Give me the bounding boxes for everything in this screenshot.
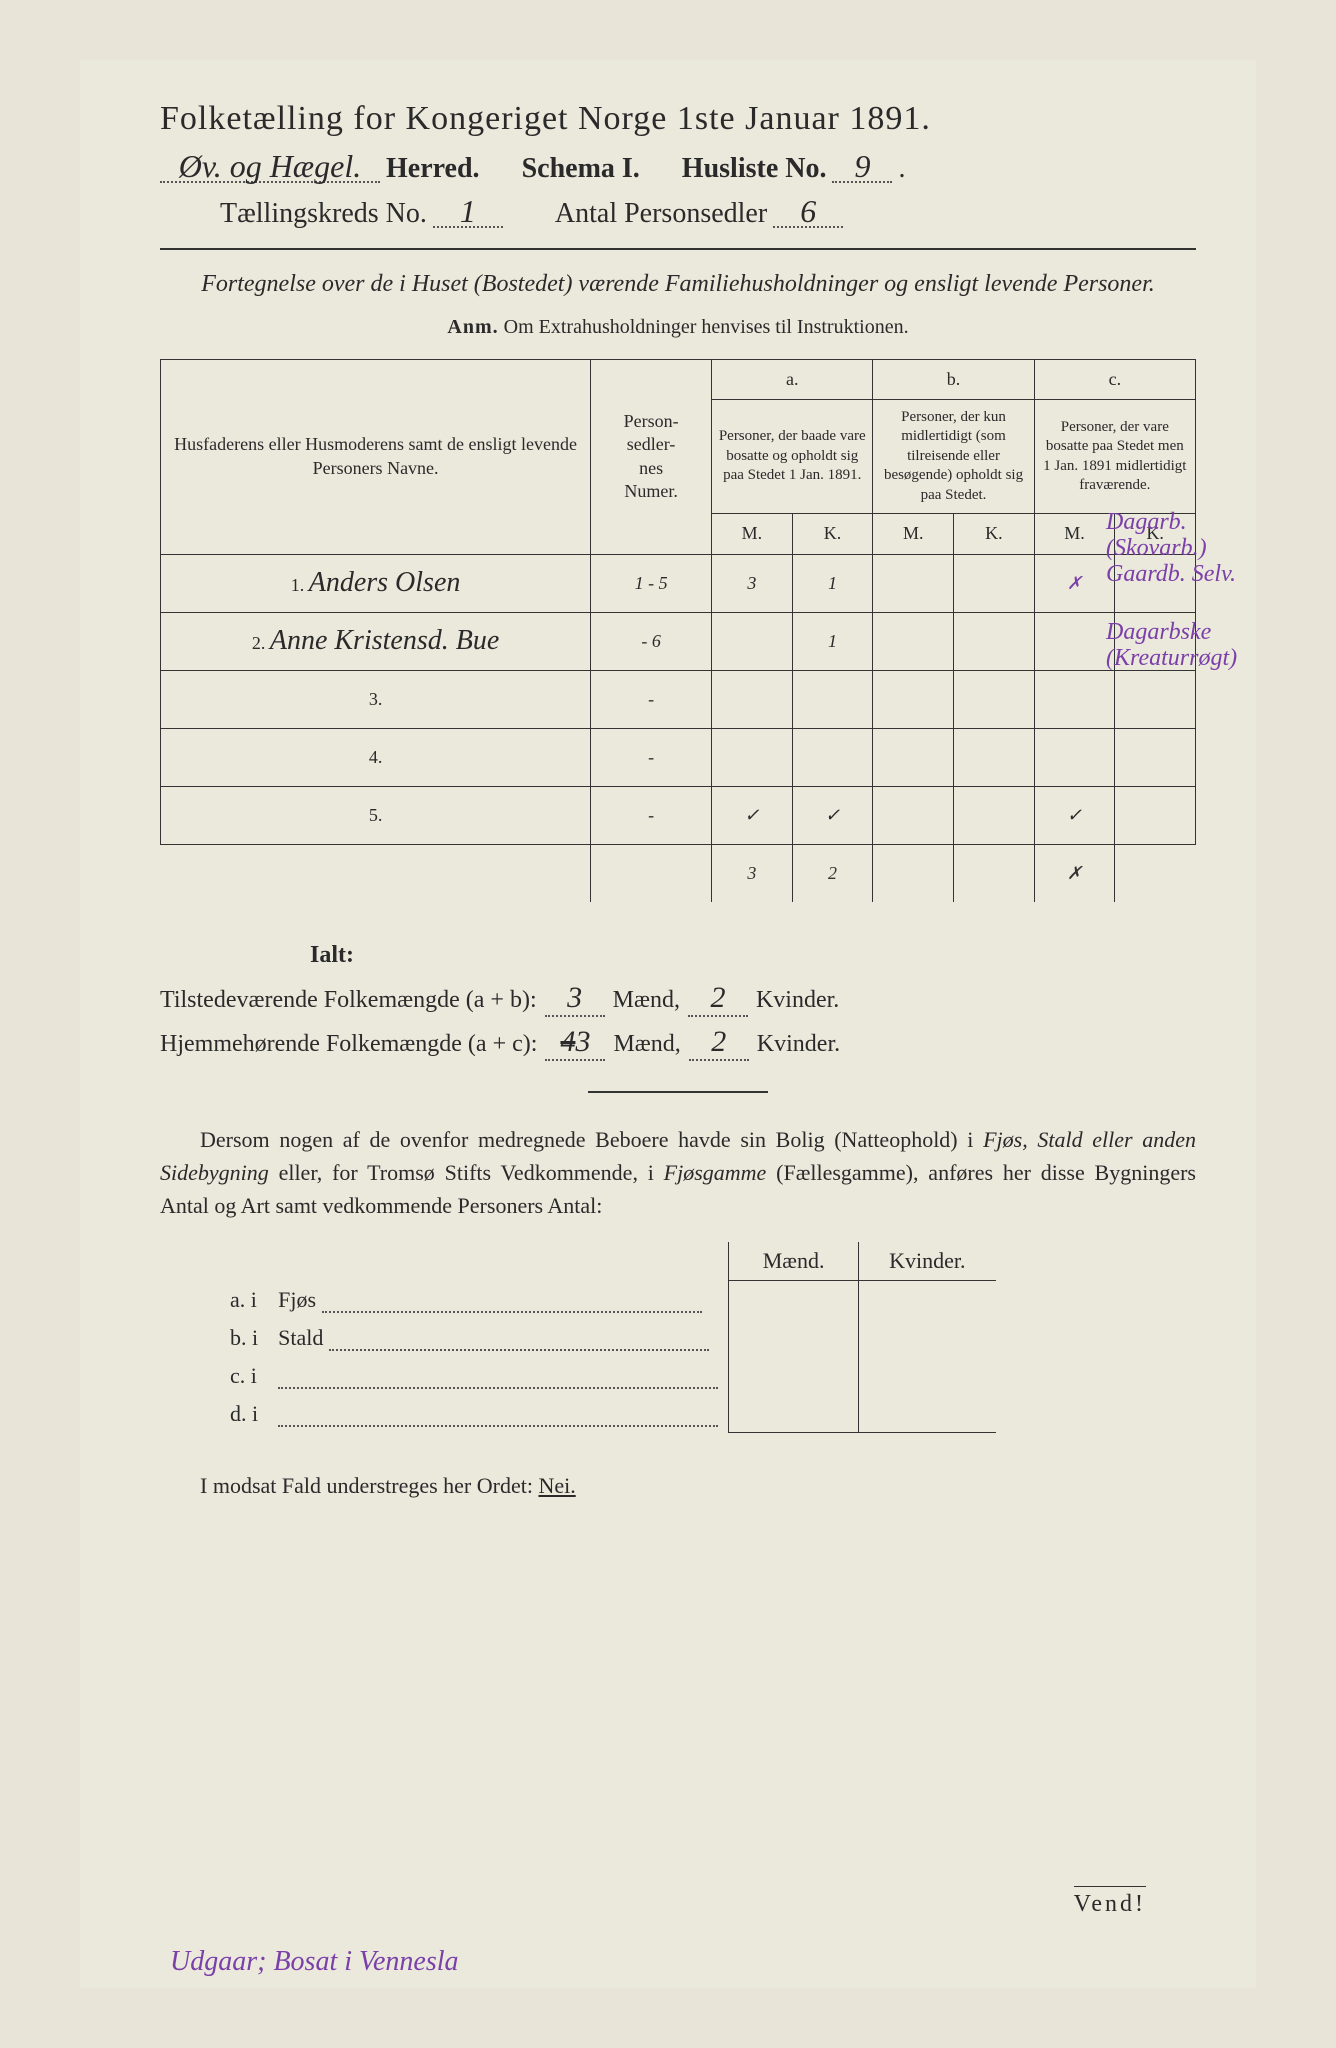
page-title: Folketælling for Kongeriget Norge 1ste J… [160,100,1196,138]
kreds-no: 1 [433,193,503,228]
husliste-no: 9 [832,148,892,183]
header-line-2: Tællingskreds No. 1 Antal Personsedler 6 [220,193,1196,230]
table-totals-row: 3 2 ✗ [161,844,1196,902]
building-kvinder: Kvinder. [859,1242,996,1281]
schema-label: Schema I. [522,153,640,185]
sum-row-2: Hjemmehørende Folkemængde (a + c): 43 Mæ… [160,1025,1196,1061]
building-row: c. i [220,1357,996,1395]
a-k: K. [792,514,873,554]
antal-no: 6 [773,193,843,228]
anm-label: Anm. [447,316,498,338]
kreds-label: Tællingskreds No. [220,198,427,230]
census-form-page: Folketælling for Kongeriget Norge 1ste J… [80,60,1256,1988]
b-m: M. [873,514,954,554]
building-maend: Mænd. [729,1242,859,1281]
ialt-label: Ialt: [310,942,1196,969]
col-a-label: a. [712,359,873,399]
a-m: M. [712,514,793,554]
col-a-desc: Personer, der baade vare bosatte og opho… [712,399,873,514]
building-table: Mænd. Kvinder. a. i Fjøs b. i Stald c. i… [220,1242,996,1433]
b-k: K. [954,514,1035,554]
building-row: a. i Fjøs [220,1281,996,1319]
herred-handwritten: Øv. og Hægel. [160,148,380,183]
row1-name: Anders Olsen [309,567,461,598]
bottom-handwritten-note: Udgaar; Bosat i Vennesla [170,1946,459,1978]
anm-text: Om Extrahusholdninger henvises til Instr… [504,316,909,338]
husliste-label: Husliste No. [682,153,827,185]
row2-name: Anne Kristensd. Bue [270,625,499,656]
table-row: 2. Anne Kristensd. Bue - 6 1 [161,612,1196,670]
col-c-label: c. [1034,359,1195,399]
header-line-1: Øv. og Hægel. Herred. Schema I. Husliste… [160,148,1196,185]
antal-label: Antal Personsedler [555,198,767,230]
col-b-label: b. [873,359,1034,399]
col-num-header: Person- sedler- nes Numer. [591,359,712,554]
divider-short [588,1091,768,1093]
table-row: 5. - ✓ ✓ ✓ [161,786,1196,844]
margin-note-2: Dagarbske (Kreaturrøgt) [1106,619,1256,672]
subtitle: Fortegnelse over de i Huset (Bostedet) v… [160,268,1196,302]
row1-num: 1 - 5 [591,554,712,612]
building-row: b. i Stald [220,1319,996,1357]
vend-label: Vend! [1074,1886,1146,1918]
col-b-desc: Personer, der kun midlertidigt (som tilr… [873,399,1034,514]
building-row: d. i [220,1395,996,1433]
col-c-desc: Personer, der vare bosatte paa Stedet me… [1034,399,1195,514]
c-m: M. [1034,514,1115,554]
herred-label: Herred. [386,153,480,185]
census-table: Husfaderens eller Husmoderens samt de en… [160,359,1196,903]
margin-note-1: Dagarb. (Skovarb.) Gaardb. Selv. [1106,509,1256,588]
divider [160,248,1196,250]
building-paragraph: Dersom nogen af de ovenfor medregnede Be… [160,1123,1196,1222]
nei-word: Nei. [538,1473,575,1498]
modsat-line: I modsat Fald understreges her Ordet: Ne… [160,1473,1196,1499]
sum-row-1: Tilstedeværende Folkemængde (a + b): 3 M… [160,981,1196,1017]
anm-line: Anm. Om Extrahusholdninger henvises til … [160,316,1196,339]
ialt-block: Ialt: Tilstedeværende Folkemængde (a + b… [160,942,1196,1061]
table-row: 4. - [161,728,1196,786]
table-row: 1. Anders Olsen 1 - 5 3 1 ✗ [161,554,1196,612]
col-name-header: Husfaderens eller Husmoderens samt de en… [161,359,591,554]
table-row: 3. - [161,670,1196,728]
